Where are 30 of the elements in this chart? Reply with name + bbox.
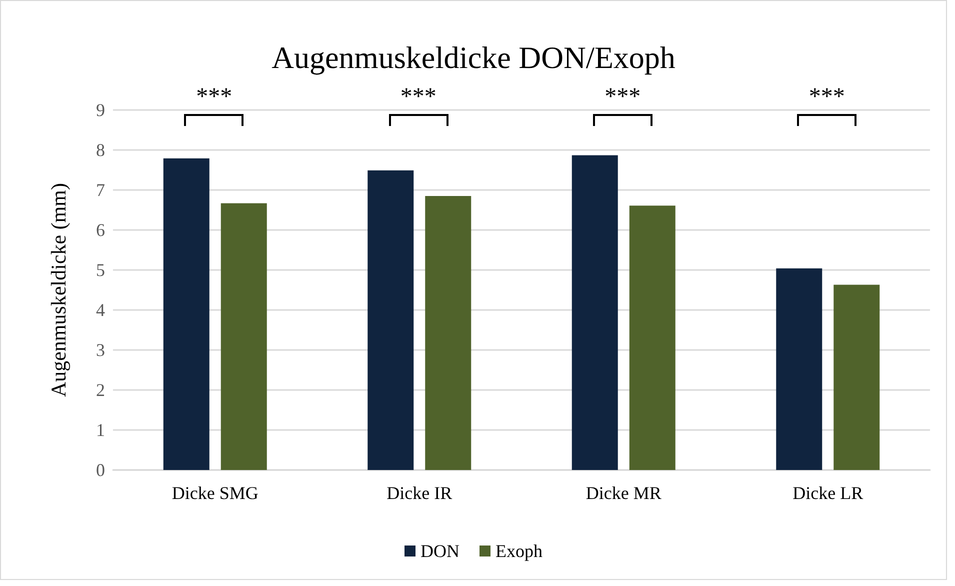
y-tick-label: 3	[96, 340, 105, 360]
annotation: ***	[400, 84, 436, 111]
y-tick-label: 1	[96, 420, 105, 440]
y-tick-label: 2	[96, 380, 105, 400]
y-tick-label: 7	[96, 180, 105, 200]
bar	[368, 170, 414, 470]
bar	[425, 196, 472, 470]
annotation: ***	[604, 84, 641, 111]
y-tick-label: 9	[96, 100, 105, 120]
bar	[572, 155, 618, 470]
chart-title: Augenmuskeldicke DON/Exoph	[272, 40, 676, 75]
x-tick-label: Dicke MR	[586, 483, 662, 503]
bar	[629, 206, 676, 470]
bar	[163, 158, 210, 470]
y-tick-label: 6	[96, 220, 105, 240]
y-tick-label: 4	[96, 300, 105, 320]
annotation: ***	[808, 84, 845, 111]
bar	[776, 268, 822, 470]
y-axis-title: Augenmuskeldicke (mm)	[46, 182, 70, 398]
y-tick-label: 5	[96, 260, 105, 280]
legend-label: DON	[420, 541, 460, 561]
bar	[834, 284, 880, 470]
annotation: ***	[196, 84, 232, 111]
x-tick-label: Dicke SMG	[172, 483, 258, 503]
x-tick-label: Dicke IR	[386, 483, 452, 503]
bar	[220, 203, 267, 470]
y-tick-label: 8	[96, 140, 105, 160]
x-tick-label: Dicke LR	[792, 483, 864, 503]
y-tick-label: 0	[96, 460, 105, 480]
legend-label: Exoph	[496, 541, 542, 561]
